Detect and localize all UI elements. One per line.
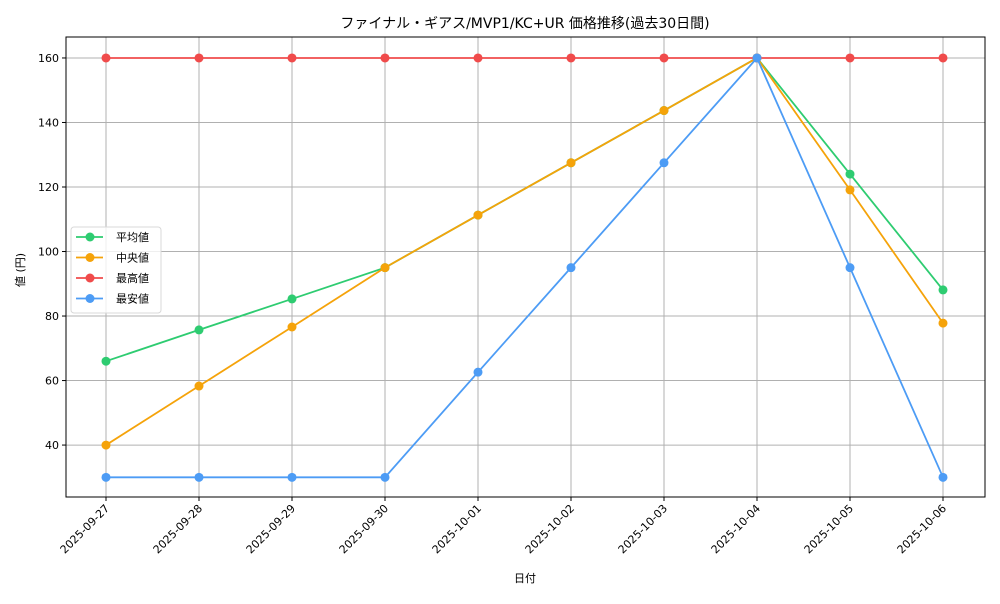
data-point-marker bbox=[566, 263, 576, 273]
series-line bbox=[101, 53, 948, 450]
data-point-marker bbox=[287, 294, 297, 304]
data-point-marker bbox=[845, 263, 855, 273]
data-point-marker bbox=[752, 53, 762, 63]
legend-marker-icon bbox=[85, 273, 95, 283]
series-line bbox=[101, 53, 948, 63]
data-point-marker bbox=[845, 53, 855, 63]
x-tick-label: 2025-10-05 bbox=[802, 502, 856, 556]
axes-frame bbox=[65, 36, 986, 498]
data-point-marker bbox=[101, 356, 111, 366]
x-tick-label: 2025-09-30 bbox=[337, 502, 391, 556]
data-point-marker bbox=[194, 325, 204, 335]
chart-title: ファイナル・ギアス/MVP1/KC+UR 価格推移(過去30日間) bbox=[340, 16, 709, 32]
data-point-marker bbox=[938, 318, 948, 328]
y-axis-label: 値 (円) bbox=[14, 253, 27, 287]
data-point-marker bbox=[659, 106, 669, 116]
y-tick-label: 100 bbox=[38, 246, 59, 259]
data-point-marker bbox=[566, 53, 576, 63]
data-point-marker bbox=[287, 472, 297, 482]
data-point-marker bbox=[380, 263, 390, 273]
data-point-marker bbox=[380, 53, 390, 63]
y-tick-label: 140 bbox=[38, 116, 59, 129]
y-tick-label: 120 bbox=[38, 181, 59, 194]
data-point-marker bbox=[194, 381, 204, 391]
legend-item: 中央値 bbox=[76, 252, 149, 265]
legend-item: 平均値 bbox=[76, 231, 149, 244]
legend-marker-icon bbox=[85, 294, 95, 303]
data-point-marker bbox=[194, 472, 204, 482]
data-point-marker bbox=[659, 158, 669, 168]
data-point-marker bbox=[938, 53, 948, 63]
data-point-marker bbox=[845, 185, 855, 195]
series-path bbox=[105, 56, 944, 446]
y-axis-ticks: 40 60 80 100 120 140 160 bbox=[38, 52, 66, 452]
legend-label: 最高値 bbox=[116, 271, 149, 285]
data-point-marker bbox=[380, 472, 390, 482]
y-tick-label: 160 bbox=[38, 52, 59, 65]
data-point-marker bbox=[938, 472, 948, 482]
y-tick-label: 60 bbox=[45, 375, 59, 388]
x-tick-label: 2025-10-03 bbox=[616, 502, 670, 556]
x-tick-label: 2025-09-28 bbox=[151, 502, 205, 556]
legend-label: 中央値 bbox=[116, 252, 149, 265]
data-point-marker bbox=[101, 472, 111, 482]
x-axis-label: 日付 bbox=[514, 572, 536, 585]
data-point-marker bbox=[101, 53, 111, 63]
legend-label: 最安値 bbox=[116, 292, 149, 306]
legend-marker-icon bbox=[85, 253, 95, 262]
x-tick-label: 2025-10-06 bbox=[895, 502, 949, 556]
data-point-marker bbox=[473, 53, 483, 63]
legend-box bbox=[70, 226, 162, 314]
x-tick-label: 2025-09-27 bbox=[58, 502, 112, 556]
data-point-marker bbox=[101, 440, 111, 450]
x-axis-ticks: 2025-09-27 2025-09-28 2025-09-29 2025-09-30… bbox=[58, 497, 949, 556]
data-point-marker bbox=[473, 210, 483, 220]
data-point-marker bbox=[845, 169, 855, 179]
data-point-marker bbox=[566, 158, 576, 168]
data-point-marker bbox=[473, 367, 483, 377]
data-point-marker bbox=[287, 322, 297, 332]
data-point-marker bbox=[194, 53, 204, 63]
x-tick-label: 2025-10-04 bbox=[709, 502, 763, 556]
x-tick-label: 2025-09-29 bbox=[244, 502, 298, 556]
legend-marker-icon bbox=[85, 232, 95, 242]
data-point-marker bbox=[287, 53, 297, 63]
data-point-marker bbox=[659, 53, 669, 63]
data-point-marker bbox=[938, 285, 948, 295]
data-series bbox=[101, 53, 948, 482]
x-tick-label: 2025-10-02 bbox=[523, 502, 577, 556]
legend-item: 最安値 bbox=[76, 292, 149, 306]
y-tick-label: 80 bbox=[45, 310, 59, 323]
x-tick-label: 2025-10-01 bbox=[430, 502, 484, 556]
legend-label: 平均値 bbox=[116, 231, 149, 244]
series-path bbox=[106, 56, 944, 479]
legend-item: 最高値 bbox=[76, 271, 149, 285]
y-tick-label: 40 bbox=[45, 439, 59, 452]
series-line bbox=[101, 53, 948, 482]
